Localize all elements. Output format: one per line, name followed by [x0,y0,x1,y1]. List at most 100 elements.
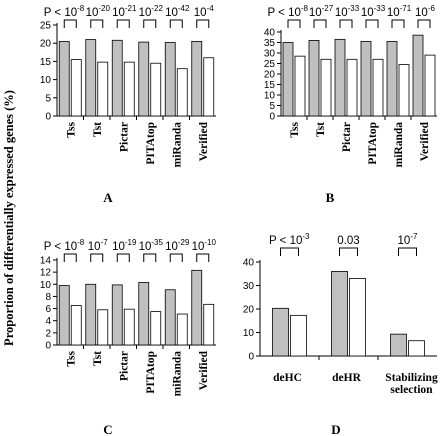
bar-series-1 [138,41,150,117]
significance-bracket [417,19,431,28]
significance-bracket [63,253,77,262]
x-tick-label: Tst [315,122,327,137]
y-tick-label: 10 [243,328,255,339]
p-value-label: 10-42 [165,4,190,19]
x-tick-label: miRanda [393,122,405,168]
p-value-label: 10-33 [361,4,386,19]
bar-series-2 [97,309,109,346]
p-value-label: P < 10-8 [268,4,309,19]
significance-bracket [169,19,183,28]
y-tick-label: 40 [243,258,255,269]
x-tick-label: Tss [65,121,77,137]
y-tick-label: 10 [40,280,52,291]
p-value-label: P < 10-3 [269,232,310,247]
significance-bracket [90,253,104,262]
significance-bracket [280,247,299,256]
y-tick-label: 10 [264,91,276,102]
significance-bracket [169,253,183,262]
bar-series-1 [272,307,289,357]
bar-series-2 [123,308,135,346]
y-tick-label: 15 [40,57,52,68]
bar-series-1 [138,282,150,346]
bar-series-1 [360,41,372,117]
x-tick-label: Stabilizing selection [385,372,438,396]
significance-bracket [398,247,417,256]
y-tick-label: 2 [45,328,51,339]
p-value-label: 10-29 [165,238,190,253]
p-value-label: 10-21 [112,4,137,19]
bar-series-1 [58,285,70,346]
bar-series-2 [408,340,425,357]
significance-bracket [63,19,77,28]
y-tick-label: 20 [40,39,52,50]
y-tick-label: 30 [243,281,255,292]
p-value-label: P < 10-8 [44,4,85,19]
bar-series-1 [111,39,123,117]
x-tick-label: PITAtop [367,122,379,165]
x-tick-label: PITAtop [145,351,157,394]
bar-series-1 [331,270,348,357]
x-tick-label: Pictar [341,122,353,152]
y-tick-label: 0 [269,112,275,123]
significance-bracket [196,19,210,28]
x-tick-label: miRanda [171,122,183,168]
p-value-label: 0.03 [337,235,359,247]
y-tick-label: 10 [40,75,52,86]
y-tick-label: 12 [40,268,52,279]
bar-series-1 [282,42,294,117]
y-tick-label: 5 [269,101,275,112]
p-value-label: 10-7 [398,232,418,247]
x-tick-label: Tst [92,351,104,366]
y-tick-label: 8 [45,292,51,303]
bar-series-2 [176,313,188,346]
bar-series-2 [70,305,82,346]
bar-series-2 [70,59,82,117]
p-value-label: P < 10-8 [44,238,85,253]
bar-series-2 [372,58,384,117]
significance-bracket [365,19,379,28]
x-tick-label: Verified [419,121,431,161]
significance-bracket [196,253,210,262]
y-tick-label: 40 [264,28,276,39]
x-tick-label: Tss [289,121,301,137]
panel-d: 0 10 20 30 40 deHC deHR Stabilizing selection P <… [243,232,438,436]
bar-series-1 [58,40,70,117]
y-tick-label: 0 [45,341,51,352]
y-tick-label: 25 [40,21,52,32]
x-tick-label: Tss [65,350,77,366]
p-value-label: 10-27 [309,4,334,19]
bar-series-2 [290,314,307,357]
bar-series-2 [349,278,366,357]
p-value-label: 10-19 [112,238,137,253]
bar-series-1 [191,269,203,346]
p-value-label: 10-7 [88,238,108,253]
panel-letter: D [331,422,340,436]
y-tick-label: 14 [40,256,52,267]
bar-series-2 [294,55,306,117]
p-value-label: 10-33 [335,4,360,19]
panel-letter: B [326,190,335,205]
p-value-label: 10-4 [194,4,214,19]
p-value-label: 10-71 [387,4,412,19]
x-tick-label: Pictar [118,351,130,381]
bar-series-2 [97,61,109,117]
y-tick-label: 25 [264,59,276,70]
bar-series-2 [320,58,332,117]
bar-series-2 [398,64,410,117]
y-tick-label: 35 [264,38,276,49]
bar-series-1 [334,38,346,117]
y-tick-label: 0 [45,112,51,123]
y-tick-label: 30 [264,49,276,60]
x-tick-label: deHC [273,372,302,384]
p-value-label: 10-10 [192,238,217,253]
significance-bracket [116,253,130,262]
y-tick-label: 20 [264,70,276,81]
y-tick-label: 6 [45,304,51,315]
bar-series-1 [111,284,123,346]
x-tick-label: Verified [198,121,210,161]
p-value-label: 10-6 [415,4,435,19]
